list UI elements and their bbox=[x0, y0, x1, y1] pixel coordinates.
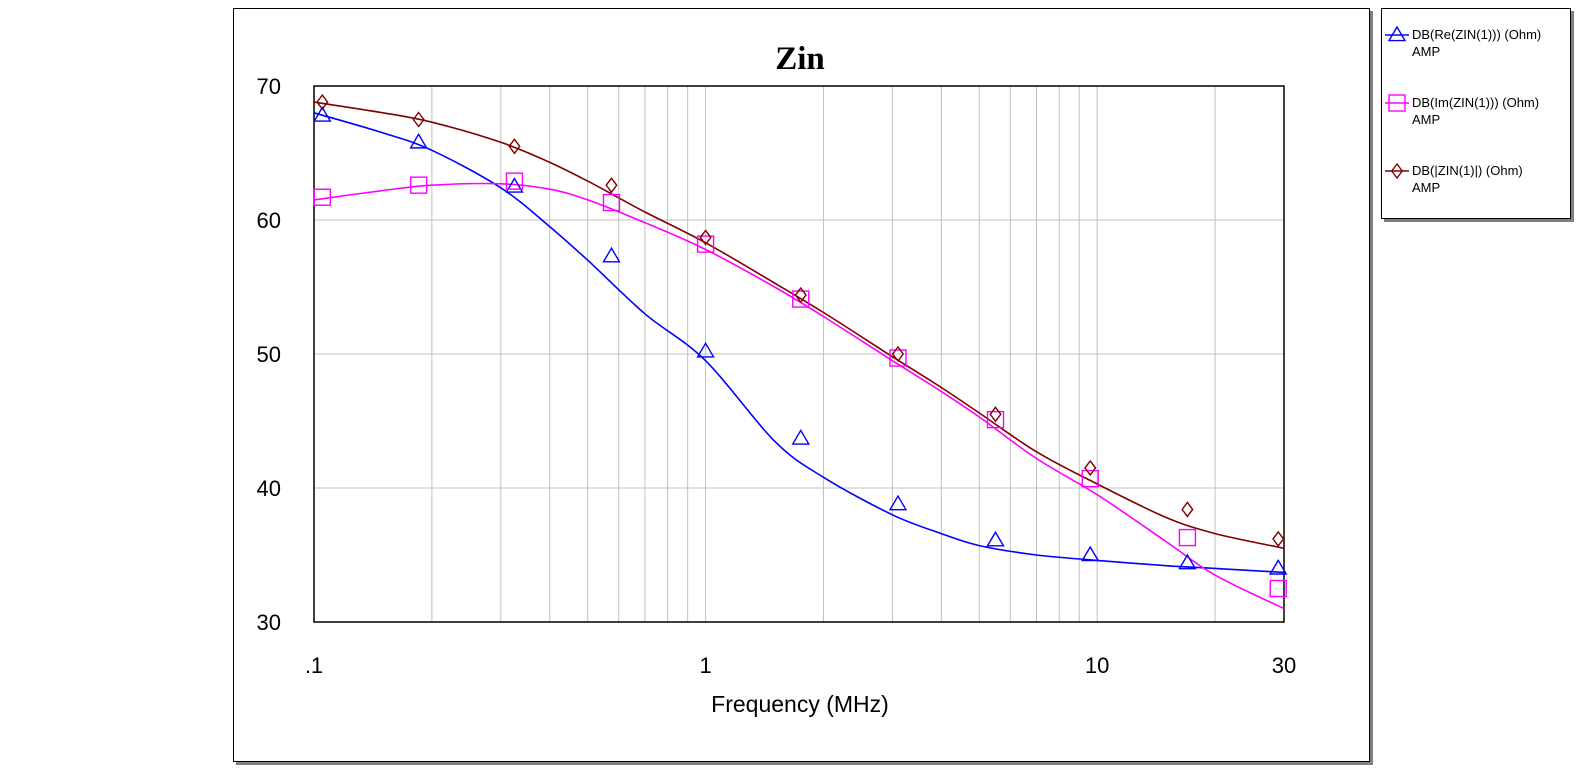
legend-marker-triangle bbox=[1387, 25, 1407, 42]
legend: DB(Re(ZIN(1))) (Ohm) AMP DB(Im(ZIN(1))) (O… bbox=[1381, 8, 1571, 219]
y-tick-label: 40 bbox=[257, 476, 281, 501]
series-line-triangle bbox=[313, 112, 1285, 574]
series-marker-triangle bbox=[1081, 545, 1100, 562]
legend-series-name: DB(Re(ZIN(1))) (Ohm) bbox=[1412, 27, 1541, 42]
legend-marker-diamond bbox=[1390, 162, 1404, 180]
series-marker-square bbox=[1081, 469, 1099, 488]
series-marker-triangle bbox=[696, 341, 715, 358]
series-marker-square bbox=[602, 193, 621, 212]
series-marker-triangle bbox=[1269, 559, 1288, 575]
x-tick-label: 30 bbox=[1272, 653, 1296, 678]
series-marker-diamond bbox=[508, 138, 521, 155]
series-marker-diamond bbox=[605, 176, 618, 194]
series-marker-triangle bbox=[986, 530, 1005, 547]
series-marker-triangle bbox=[791, 429, 810, 445]
legend-marker-square bbox=[1388, 94, 1406, 112]
chart-title: Zin bbox=[775, 41, 825, 77]
y-tick-label: 50 bbox=[257, 342, 281, 367]
series-marker-square bbox=[1178, 528, 1197, 547]
legend-entry-diamond: DB(|ZIN(1)|) (Ohm) AMP bbox=[1385, 162, 1523, 195]
series-marker-square bbox=[1269, 579, 1287, 598]
series-marker-diamond bbox=[989, 406, 1002, 423]
series-marker-square bbox=[313, 188, 331, 206]
series-marker-diamond bbox=[1084, 459, 1097, 477]
legend-series-subname: AMP bbox=[1412, 44, 1440, 59]
plot-area-frame bbox=[313, 85, 1285, 623]
x-axis-label: Frequency (MHz) bbox=[711, 691, 889, 717]
series-marker-square bbox=[409, 176, 428, 194]
legend-series-name: DB(|ZIN(1)|) (Ohm) bbox=[1412, 163, 1523, 178]
y-tick-label: 70 bbox=[257, 74, 281, 99]
series-marker-square bbox=[505, 172, 524, 190]
series-marker-diamond bbox=[794, 286, 807, 304]
y-tick-label: 60 bbox=[257, 208, 281, 233]
series-marker-triangle bbox=[888, 494, 908, 511]
plot-panel: Zin .1 1 10 30 30 40 50 60 70 Frequency (MHz) bbox=[233, 8, 1370, 762]
marker-layer bbox=[313, 93, 1288, 598]
legend-series-subname: AMP bbox=[1412, 180, 1440, 195]
line-chart: Zin .1 1 10 30 30 40 50 60 70 Frequency (MHz) bbox=[257, 41, 1297, 717]
series-marker-square bbox=[986, 410, 1005, 429]
series-layer bbox=[313, 101, 1285, 610]
series-marker-diamond bbox=[316, 93, 329, 111]
series-marker-triangle bbox=[1178, 553, 1197, 570]
series-marker-square bbox=[889, 349, 907, 367]
series-marker-diamond bbox=[699, 229, 712, 246]
series-line-diamond bbox=[313, 101, 1285, 550]
y-tick-label: 30 bbox=[257, 610, 281, 635]
legend-series-subname: AMP bbox=[1412, 112, 1440, 127]
x-tick-label: .1 bbox=[305, 653, 323, 678]
series-line-square bbox=[313, 182, 1285, 610]
legend-entry-triangle: DB(Re(ZIN(1))) (Ohm) AMP bbox=[1385, 25, 1541, 59]
series-marker-diamond bbox=[891, 345, 905, 363]
series-marker-diamond bbox=[1181, 501, 1194, 518]
series-marker-triangle bbox=[505, 177, 524, 193]
series-marker-diamond bbox=[412, 111, 425, 128]
legend-series-name: DB(Im(ZIN(1))) (Ohm) bbox=[1412, 95, 1539, 110]
x-tick-label: 10 bbox=[1085, 653, 1109, 678]
grid bbox=[313, 85, 1285, 623]
series-marker-square bbox=[792, 290, 810, 308]
legend-entry-square: DB(Im(ZIN(1))) (Ohm) AMP bbox=[1385, 94, 1539, 127]
series-marker-diamond bbox=[1272, 530, 1285, 548]
series-marker-triangle bbox=[409, 132, 428, 149]
series-marker-triangle bbox=[313, 106, 332, 122]
series-marker-square bbox=[696, 235, 715, 253]
x-tick-label: 1 bbox=[699, 653, 711, 678]
series-marker-triangle bbox=[602, 246, 621, 263]
tick-labels: .1 1 10 30 30 40 50 60 70 bbox=[257, 74, 1297, 678]
